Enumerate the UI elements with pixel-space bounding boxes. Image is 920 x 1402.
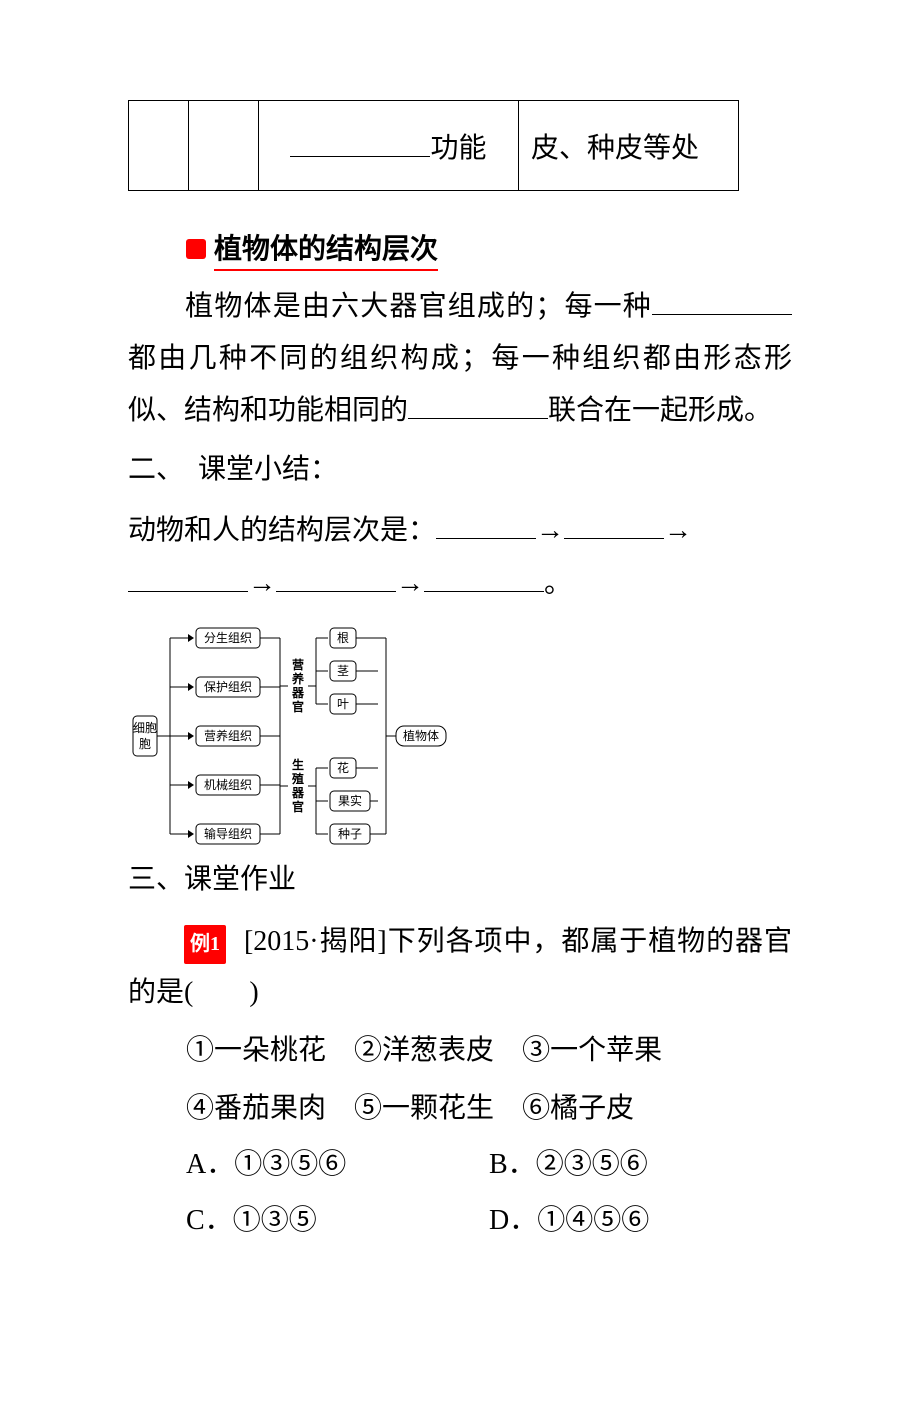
arrow-icon: → <box>536 514 564 545</box>
choice-C-key: C． <box>186 1205 233 1236</box>
svg-text:养: 养 <box>291 671 304 686</box>
choice-D-val: ①④⑤⑥ <box>537 1205 649 1236</box>
svg-text:机械组织: 机械组织 <box>204 777 252 792</box>
summary-prefix: 动物和人的结构层次是： <box>128 515 436 546</box>
summary-blank-4 <box>276 564 396 592</box>
example-stem: 例1 [2015·揭阳]下列各项中，都属于植物的器官的是( ) <box>128 916 792 1020</box>
svg-text:分生组织: 分生组织 <box>204 631 252 645</box>
choice-B-key: B． <box>489 1149 536 1180</box>
svg-text:营: 营 <box>292 657 304 672</box>
summary-line: 动物和人的结构层次是： → → → → 。 <box>128 504 792 610</box>
svg-text:胞: 胞 <box>139 737 151 751</box>
svg-text:官: 官 <box>292 799 304 814</box>
choice-D-key: D． <box>489 1205 537 1236</box>
svg-text:茎: 茎 <box>337 664 349 678</box>
item-5: ⑤一颗花生 <box>354 1093 494 1124</box>
arrow-icon: → <box>664 514 692 545</box>
diagram-final: 植物体 <box>403 728 439 743</box>
body-suffix: 联合在一起形成。 <box>548 395 772 426</box>
bullet-icon <box>186 239 206 259</box>
choice-A-val: ①③⑤⑥ <box>234 1149 346 1180</box>
summary-blank-3 <box>128 564 248 592</box>
example-stem-text: 下列各项中，都属于植物的器官的是( ) <box>128 926 792 1009</box>
svg-text:根: 根 <box>337 631 349 645</box>
heading-text: 植物体的结构层次 <box>214 227 438 271</box>
svg-text:输导组织: 输导组织 <box>204 826 252 841</box>
body-prefix: 植物体是由六大器官组成的；每一种 <box>184 291 652 322</box>
blank-organ <box>652 287 792 315</box>
choice-row-1: A．①③⑤⑥ B．②③⑤⑥ <box>186 1139 792 1191</box>
item-3: ③一个苹果 <box>522 1035 662 1066</box>
choice-C-val: ①③⑤ <box>233 1205 317 1236</box>
choice-A-key: A． <box>186 1149 234 1180</box>
section-heading-plant-structure: 植物体的结构层次 <box>186 227 792 271</box>
table-fragment: 功能 皮、种皮等处 <box>128 100 739 191</box>
svg-text:叶: 叶 <box>337 697 349 711</box>
table-cell-function: 功能 <box>259 101 519 191</box>
plant-hierarchy-diagram: 细胞 胞 分生组织保护组织营养组织机械组织输导组织 营养器官生殖器官 根茎叶花果… <box>128 616 468 846</box>
section-homework-label: 三、课堂作业 <box>128 854 792 906</box>
svg-text:器: 器 <box>291 786 305 800</box>
svg-text:果实: 果实 <box>338 793 362 808</box>
table-row: 功能 皮、种皮等处 <box>129 101 739 191</box>
item-4: ④番茄果肉 <box>186 1093 326 1124</box>
arrow-icon: → <box>248 567 276 598</box>
table-cell-location: 皮、种皮等处 <box>519 101 739 191</box>
summary-blank-1 <box>436 511 536 539</box>
summary-period: 。 <box>544 568 572 599</box>
svg-text:营养组织: 营养组织 <box>204 728 252 743</box>
item-1: ①一朵桃花 <box>186 1035 326 1066</box>
example-source: [2015·揭阳] <box>244 926 387 957</box>
blank-cell <box>408 391 548 419</box>
table-cell-empty-1 <box>129 101 189 191</box>
table-cell-empty-2 <box>189 101 259 191</box>
summary-blank-2 <box>564 511 664 539</box>
svg-text:器: 器 <box>291 686 305 700</box>
diagram-root-1: 细胞 <box>133 721 157 735</box>
svg-text:花: 花 <box>337 760 349 775</box>
svg-text:官: 官 <box>292 699 304 714</box>
section-summary-label: 二、 课堂小结： <box>128 444 792 496</box>
summary-blank-5 <box>424 564 544 592</box>
example-badge: 例1 <box>184 925 226 964</box>
svg-text:种子: 种子 <box>338 827 362 841</box>
svg-text:殖: 殖 <box>291 771 304 786</box>
cell-function-suffix: 功能 <box>430 133 486 164</box>
option-items-row1: ①一朵桃花 ②洋葱表皮 ③一个苹果 <box>186 1025 792 1077</box>
item-2: ②洋葱表皮 <box>354 1035 494 1066</box>
body-paragraph: 植物体是由六大器官组成的；每一种都由几种不同的组织构成；每一种组织都由形态形似、… <box>128 281 792 436</box>
blank-function <box>290 129 430 157</box>
svg-text:保护组织: 保护组织 <box>204 680 252 694</box>
option-items-row2: ④番茄果肉 ⑤一颗花生 ⑥橘子皮 <box>186 1083 792 1135</box>
item-6: ⑥橘子皮 <box>522 1093 634 1124</box>
choice-B-val: ②③⑤⑥ <box>536 1149 648 1180</box>
arrow-icon: → <box>396 567 424 598</box>
svg-text:生: 生 <box>292 757 304 772</box>
choice-row-2: C．①③⑤ D．①④⑤⑥ <box>186 1195 792 1247</box>
